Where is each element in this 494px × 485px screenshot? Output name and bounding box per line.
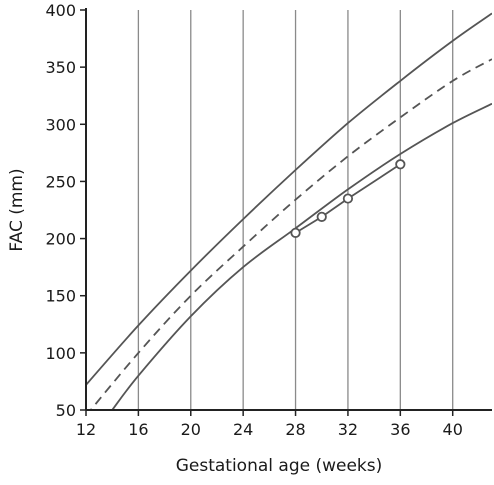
y-axis-title: FAC (mm) <box>7 168 27 251</box>
y-tick-label-300: 300 <box>45 115 76 134</box>
y-tick-label-50: 50 <box>56 401 76 420</box>
series-line-3 <box>295 163 401 234</box>
series-line-0 <box>86 12 492 386</box>
y-tick-label-250: 250 <box>45 172 76 191</box>
x-tick-label-40: 40 <box>443 420 463 439</box>
axes <box>85 8 492 411</box>
x-tick-label-24: 24 <box>233 420 253 439</box>
tick-marks <box>80 9 454 416</box>
x-tick-label-12: 12 <box>76 420 96 439</box>
x-axis-title: Gestational age (weeks) <box>176 456 383 476</box>
series-line-1 <box>89 58 492 410</box>
y-tick-label-150: 150 <box>45 287 76 306</box>
y-tick-label-350: 350 <box>45 58 76 77</box>
x-tick-labels: 12 16 20 24 28 32 36 40 <box>76 420 463 439</box>
x-tick-label-32: 32 <box>338 420 358 439</box>
x-tick-label-20: 20 <box>181 420 201 439</box>
data-point-markers <box>290 159 406 238</box>
y-tick-label-400: 400 <box>45 1 76 20</box>
series-lines <box>86 12 492 410</box>
data-point-marker-3 <box>395 159 406 170</box>
x-tick-label-36: 36 <box>390 420 410 439</box>
x-tick-label-16: 16 <box>128 420 148 439</box>
y-tick-label-200: 200 <box>45 230 76 249</box>
series-line-2 <box>111 102 492 410</box>
data-point-marker-0 <box>290 227 301 238</box>
data-point-marker-1 <box>316 211 327 222</box>
grid-lines <box>137 10 454 410</box>
y-tick-labels: 50 100 150 200 250 300 350 400 <box>45 1 76 420</box>
y-tick-label-100: 100 <box>45 344 76 363</box>
x-tick-label-28: 28 <box>285 420 305 439</box>
data-point-marker-2 <box>342 193 354 204</box>
